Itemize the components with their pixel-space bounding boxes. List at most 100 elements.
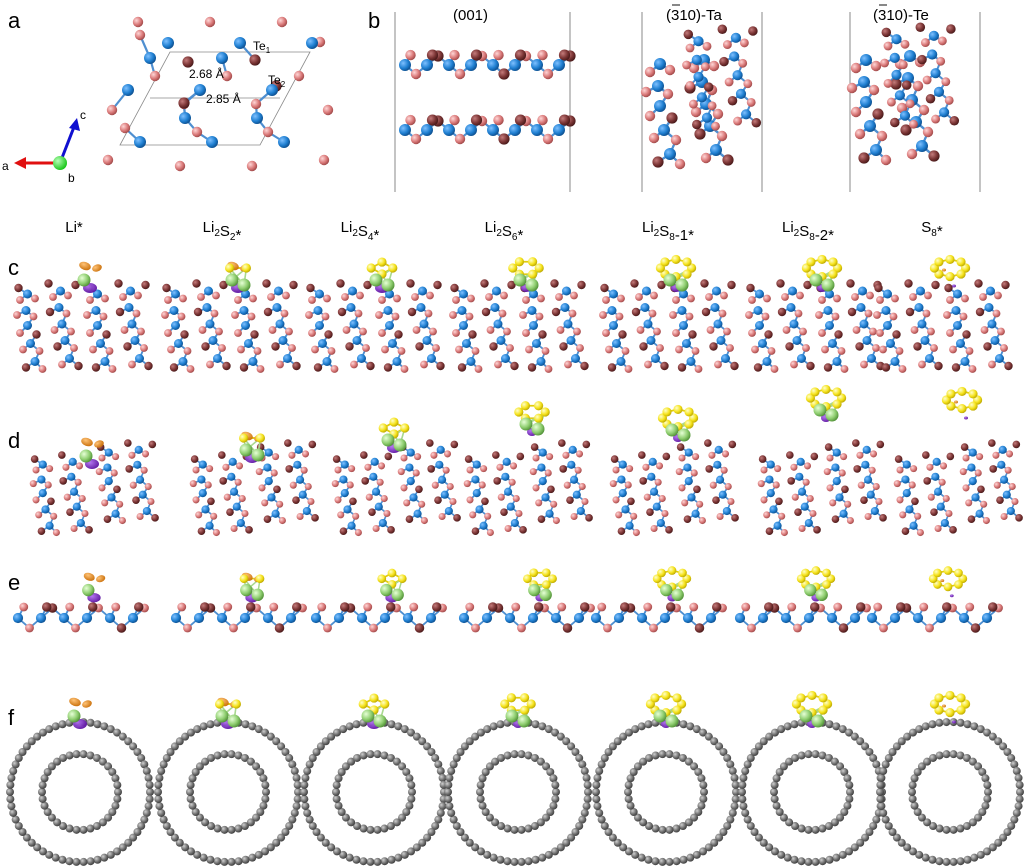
- c-atom: [43, 767, 52, 776]
- te-atom: [35, 511, 43, 519]
- s-atom: [968, 401, 978, 411]
- c-atom: [345, 853, 354, 862]
- te-atom: [400, 454, 408, 462]
- s-atom: [541, 568, 551, 578]
- c-atom: [908, 788, 916, 796]
- c-atom: [186, 788, 194, 796]
- ta-atom: [37, 475, 46, 484]
- te-atom: [831, 312, 840, 321]
- te-surface-atom: [500, 508, 508, 516]
- s-atom: [255, 574, 265, 584]
- te-atom: [486, 529, 494, 537]
- ta-atom: [45, 521, 54, 530]
- c-atom: [824, 822, 833, 831]
- li-atom: [79, 449, 93, 463]
- te-atom: [578, 483, 586, 491]
- te-surface-atom: [385, 602, 396, 612]
- c-atom: [387, 720, 396, 729]
- te-atom: [873, 311, 881, 319]
- te-atom: [962, 484, 970, 492]
- c-atom: [517, 857, 526, 866]
- ta-atom: [23, 321, 32, 330]
- te-atom: [621, 347, 630, 355]
- ta-atom: [294, 445, 303, 454]
- te-atom: [463, 480, 471, 488]
- te-atom: [509, 462, 518, 470]
- te-atom: [833, 294, 841, 303]
- c-atom: [18, 748, 27, 757]
- panel-letter-b: b: [368, 8, 380, 33]
- c-atom: [312, 748, 321, 757]
- c-atom: [639, 757, 648, 766]
- ta-atom: [541, 493, 550, 502]
- inner-tube-wall: [908, 750, 992, 834]
- ta-atom: [103, 463, 112, 472]
- panel-d-structure: [893, 386, 1023, 537]
- te-atom: [946, 296, 954, 304]
- te-atom: [354, 309, 363, 318]
- c-atom: [407, 728, 416, 737]
- te-atom: [870, 60, 882, 72]
- te-atom: [846, 517, 854, 525]
- te-surface-atom: [853, 465, 862, 473]
- atoms-layer: [13, 279, 153, 373]
- te-surface-atom: [407, 307, 417, 317]
- ta-atom: [457, 306, 467, 315]
- species-label-part: *: [517, 227, 523, 244]
- c-atom: [746, 821, 755, 830]
- c-atom: [797, 857, 806, 866]
- c-atom: [881, 760, 890, 769]
- te-surface-atom: [996, 496, 1004, 504]
- te-atom: [381, 345, 389, 354]
- s-atom: [241, 263, 251, 273]
- te-atom: [337, 511, 345, 519]
- te-surface-atom: [273, 485, 281, 494]
- te-atom: [49, 293, 57, 301]
- li-atom: [237, 278, 251, 292]
- ta-atom: [839, 509, 848, 518]
- ta-atom: [443, 124, 455, 136]
- c-atom: [423, 742, 432, 751]
- te-atom: [383, 509, 391, 518]
- te-surface-atom: [59, 477, 68, 485]
- ta-atom: [529, 289, 538, 299]
- ta-atom: [236, 518, 245, 528]
- s-atom: [506, 693, 516, 703]
- c-atom: [155, 773, 164, 782]
- c-atom: [699, 781, 708, 790]
- c-atom: [193, 850, 202, 859]
- ta-atom: [529, 321, 538, 330]
- te-surface-atom: [693, 485, 701, 494]
- c-atom: [481, 808, 490, 817]
- te-atom: [183, 623, 192, 633]
- te-atom: [323, 623, 332, 633]
- te-surface-atom: [468, 330, 477, 339]
- panel-f-nanotube: [154, 697, 302, 866]
- te-atom: [212, 291, 220, 300]
- ta-atom: [96, 339, 105, 348]
- ta-atom: [766, 489, 775, 498]
- ta-atom: [567, 460, 576, 469]
- s-atom: [818, 693, 828, 703]
- c-atom: [398, 813, 407, 822]
- ta-atom: [890, 357, 900, 366]
- ta-atom: [205, 521, 214, 530]
- c-atom: [460, 833, 469, 842]
- te-atom: [880, 154, 892, 166]
- te-atom: [474, 365, 483, 373]
- s-atom: [810, 387, 820, 397]
- c-atom: [129, 742, 138, 751]
- te-atom: [471, 347, 480, 355]
- te-atom: [869, 450, 878, 458]
- te-atom: [359, 327, 367, 336]
- te-atom: [350, 360, 358, 369]
- ta-atom: [130, 336, 140, 345]
- te-atom: [25, 623, 34, 633]
- c-atom: [530, 822, 539, 831]
- te-surface-atom: [944, 283, 953, 293]
- ta-atom: [858, 76, 870, 88]
- c-atom: [22, 742, 31, 751]
- c-atom: [571, 748, 580, 757]
- c-atom: [942, 718, 951, 727]
- species-label-subscript: 6: [512, 232, 518, 243]
